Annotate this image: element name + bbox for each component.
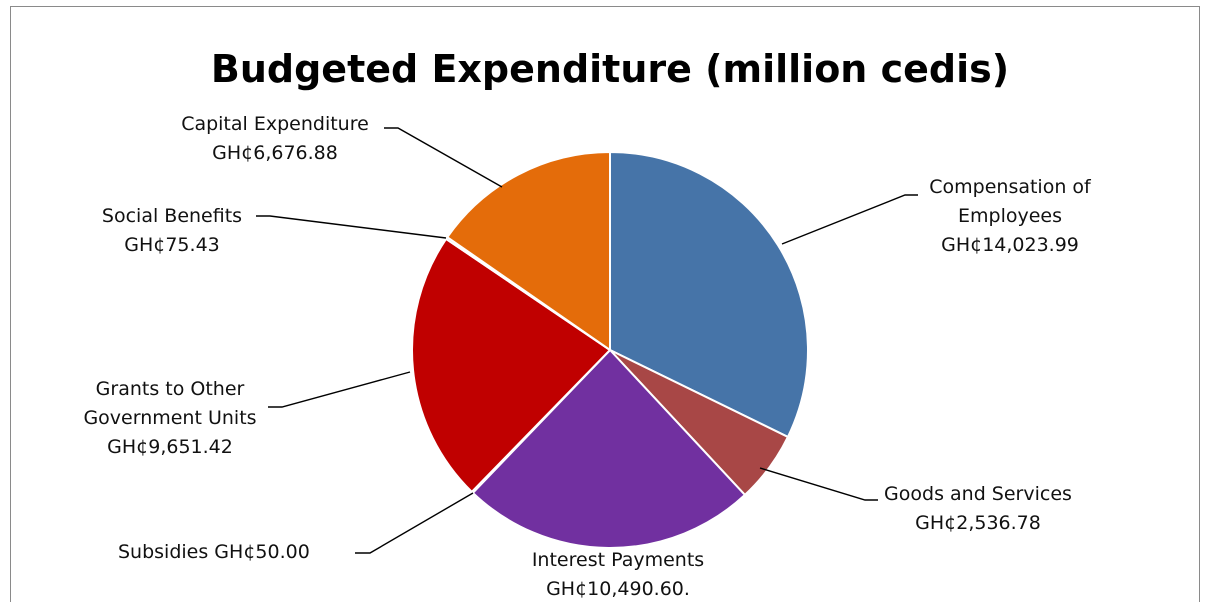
pie-slice-compensation-of-employees (609, 150, 809, 439)
pie-slice-grants-to-other-government-units (411, 237, 612, 494)
chart-title: Budgeted Expenditure (million cedis) (211, 47, 1009, 91)
leader-line (355, 492, 474, 554)
leader-line (256, 215, 447, 239)
leader-line (781, 194, 918, 245)
pie-slice-interest-payments (471, 348, 747, 549)
slice-label-line: Capital Expenditure (181, 113, 369, 135)
slice-label: Social Benefits GH¢75.43 (102, 205, 242, 256)
slice-label: Capital Expenditure GH¢6,676.88 (181, 113, 369, 164)
slice-label-line: GH¢2,536.78 (915, 512, 1041, 534)
slice-label-line: GH¢6,676.88 (212, 142, 338, 164)
slice-label: Interest Payments GH¢10,490.60. (532, 549, 704, 600)
slice-labels: Compensation of Employees GH¢14,023.99 Good… (83, 113, 1092, 600)
slice-label: Subsidies GH¢50.00 (118, 541, 310, 563)
chart-frame (10, 6, 1200, 602)
leader-line (268, 371, 411, 408)
slice-label-line: Grants to Other (96, 378, 245, 400)
slice-label-line: GH¢10,490.60. (546, 578, 690, 600)
slice-label-line: Compensation of (929, 176, 1092, 198)
pie-slices (411, 150, 809, 549)
slice-label-line: Social Benefits (102, 205, 242, 227)
leader-line (384, 127, 503, 188)
slice-label: Goods and Services GH¢2,536.78 (884, 483, 1072, 534)
slice-label-line: GH¢75.43 (124, 234, 220, 256)
slice-label-line: Government Units (83, 407, 256, 429)
slice-label-line: Goods and Services (884, 483, 1072, 505)
slice-label-line: GH¢9,651.42 (107, 436, 233, 458)
leader-lines (256, 127, 918, 554)
slice-label-line: Employees (958, 205, 1062, 227)
slice-label-line: Interest Payments (532, 549, 704, 571)
slice-label: Grants to Other Government Units GH¢9,651.… (83, 378, 256, 458)
slice-label-line: GH¢14,023.99 (941, 234, 1079, 256)
leader-line (759, 467, 878, 501)
pie-slice-capital-expenditure (445, 150, 611, 352)
slice-label: Compensation of Employees GH¢14,023.99 (929, 176, 1092, 256)
slice-label-line: Subsidies GH¢50.00 (118, 541, 310, 563)
